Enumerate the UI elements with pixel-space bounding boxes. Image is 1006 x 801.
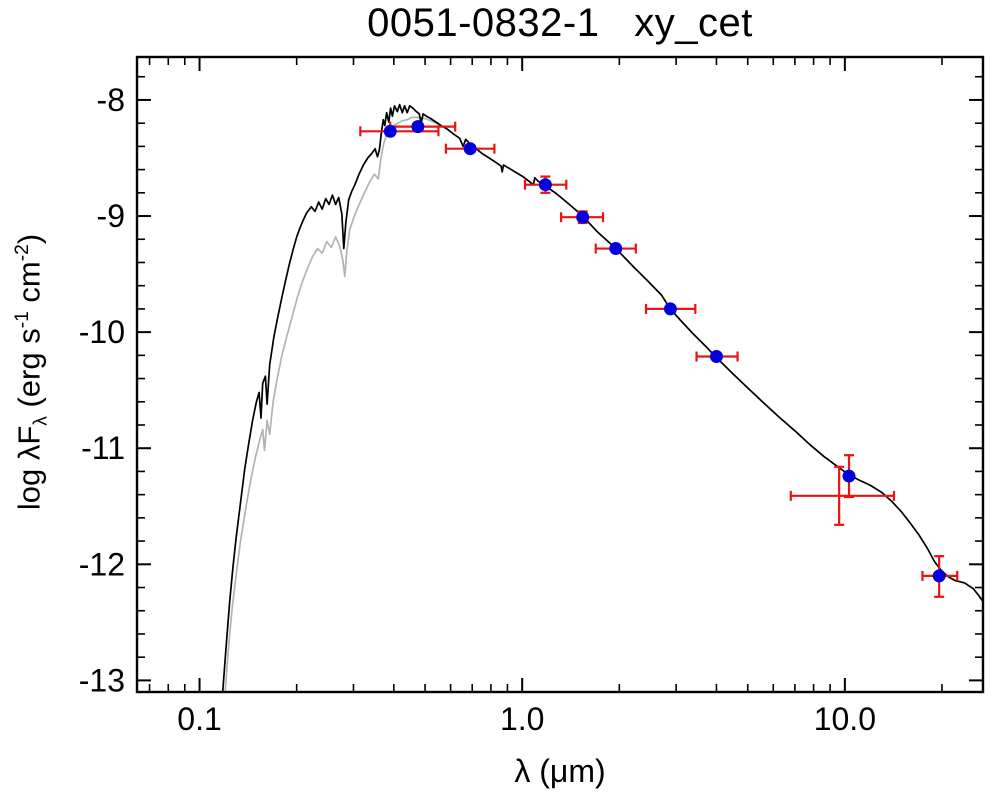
y-tick-label: -11 xyxy=(81,430,125,466)
photometry-marker xyxy=(538,178,552,192)
photometry-marker xyxy=(609,242,623,256)
unreddened-model-spectrum xyxy=(224,116,442,692)
y-tick-label: -13 xyxy=(79,662,125,698)
y-tick-label: -12 xyxy=(79,546,125,582)
photometry-marker xyxy=(932,569,946,583)
x-axis-label: λ (μm) xyxy=(514,753,606,789)
model-spectrum xyxy=(221,103,983,692)
photometry-marker xyxy=(842,469,856,483)
photometry-marker xyxy=(383,124,397,138)
x-tick-label: 0.1 xyxy=(177,701,221,737)
y-tick-label: -9 xyxy=(97,198,125,234)
photometry-marker xyxy=(463,142,477,156)
x-tick-label: 10.0 xyxy=(814,701,876,737)
photometry-marker xyxy=(411,120,425,134)
y-tick-label: -10 xyxy=(79,314,125,350)
chart-title: 0051-0832-1 xy_cet xyxy=(367,1,753,45)
photometry-marker xyxy=(576,210,590,224)
photometry-marker xyxy=(709,350,723,364)
x-tick-label: 1.0 xyxy=(500,701,544,737)
y-tick-label: -8 xyxy=(97,82,125,118)
plot-frame xyxy=(135,55,985,694)
photometry-marker xyxy=(663,302,677,316)
